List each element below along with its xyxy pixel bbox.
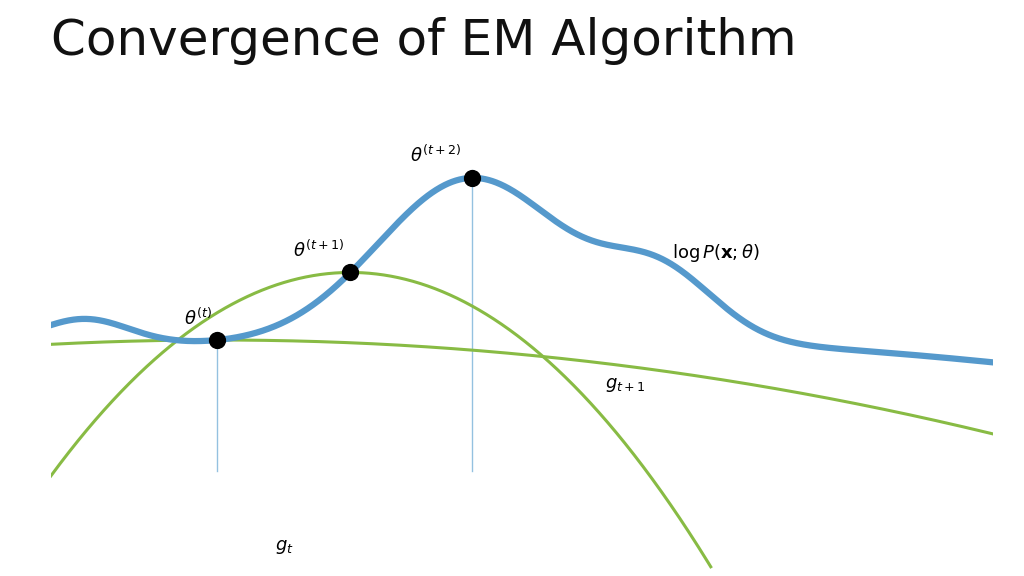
Text: $\theta^{(t+1)}$: $\theta^{(t+1)}$ [293, 240, 345, 261]
Text: $\theta^{(t+2)}$: $\theta^{(t+2)}$ [410, 145, 461, 166]
Point [342, 268, 358, 277]
Text: Convergence of EM Algorithm: Convergence of EM Algorithm [51, 17, 797, 65]
Text: $g_{t+1}$: $g_{t+1}$ [605, 376, 646, 394]
Text: $\mathrm{log}\,P(\mathbf{x};\theta)$: $\mathrm{log}\,P(\mathbf{x};\theta)$ [672, 241, 760, 263]
Text: $\theta^{(t)}$: $\theta^{(t)}$ [184, 307, 212, 328]
Point [464, 173, 480, 183]
Point [209, 335, 225, 344]
Text: $g_t$: $g_t$ [274, 538, 293, 556]
